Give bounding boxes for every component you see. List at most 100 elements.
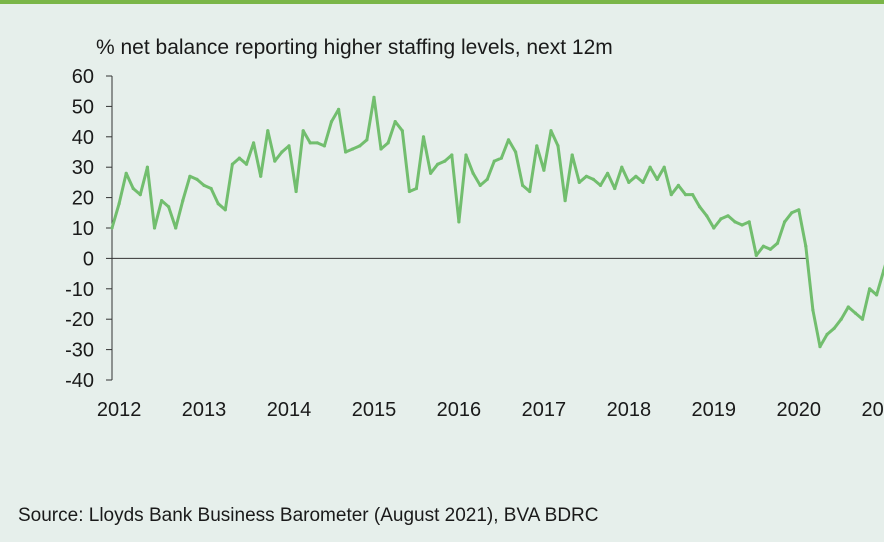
x-tick-label: 2012 — [97, 399, 142, 421]
data-point — [124, 171, 128, 175]
data-point — [726, 214, 730, 218]
x-tick-label: 2015 — [352, 399, 397, 421]
y-tick-label: 0 — [83, 248, 94, 270]
data-point — [436, 162, 440, 166]
data-point — [280, 150, 284, 154]
data-point — [712, 226, 716, 230]
source-note: Source: Lloyds Bank Business Barometer (… — [18, 505, 599, 526]
data-point — [393, 120, 397, 124]
data-point — [499, 156, 503, 160]
data-point — [641, 180, 645, 184]
data-point — [145, 165, 149, 169]
y-tick-label: -30 — [65, 340, 94, 362]
data-point — [804, 244, 808, 248]
data-point — [266, 129, 270, 133]
y-tick-label: 50 — [72, 96, 94, 118]
data-point — [301, 129, 305, 133]
data-point — [464, 153, 468, 157]
data-point — [655, 177, 659, 181]
data-point — [691, 193, 695, 197]
data-point — [252, 141, 256, 145]
data-point — [570, 153, 574, 157]
data-point — [202, 183, 206, 187]
data-point — [237, 156, 241, 160]
data-point — [832, 326, 836, 330]
y-tick-label: -10 — [65, 279, 94, 301]
y-tick-label: -20 — [65, 309, 94, 331]
y-axis: 60 50 40 30 20 10 0 -10 -20 -30 -40 — [65, 66, 113, 392]
data-point — [471, 171, 475, 175]
data-point — [740, 223, 744, 227]
data-point — [853, 311, 858, 315]
data-point — [407, 189, 411, 194]
data-point — [195, 177, 199, 181]
data-point — [358, 144, 362, 148]
y-tick-label: 30 — [72, 157, 94, 179]
data-point — [216, 202, 220, 206]
chart-title: % net balance reporting higher staffing … — [96, 36, 613, 59]
data-point — [400, 129, 404, 133]
data-point — [514, 150, 518, 154]
data-point — [485, 177, 489, 181]
data-point — [287, 144, 291, 148]
series-group — [110, 95, 884, 349]
y-tick-label: 20 — [72, 188, 94, 210]
x-tick-label: 2019 — [692, 399, 737, 421]
data-point — [421, 135, 426, 139]
data-point — [414, 186, 418, 191]
data-point — [825, 332, 829, 336]
data-point — [676, 183, 681, 187]
data-point — [528, 189, 532, 194]
data-point — [868, 287, 872, 291]
data-point — [209, 186, 213, 191]
data-point — [188, 174, 192, 178]
data-point — [761, 244, 766, 248]
y-tick-label: -40 — [65, 370, 94, 392]
data-point — [719, 217, 723, 221]
data-point — [648, 165, 652, 169]
data-point — [783, 220, 787, 224]
data-point — [669, 193, 673, 197]
data-point — [860, 317, 865, 321]
data-point — [705, 214, 709, 218]
data-point — [259, 174, 263, 178]
data-point — [492, 159, 496, 163]
y-tick-label: 60 — [72, 66, 94, 88]
data-point — [131, 186, 135, 191]
data-point — [754, 253, 758, 257]
data-point — [337, 107, 341, 111]
data-point — [117, 202, 121, 206]
data-point — [542, 168, 546, 172]
data-point — [138, 193, 142, 197]
data-point — [535, 144, 539, 148]
data-point — [244, 162, 249, 166]
data-point — [549, 129, 553, 133]
data-point — [598, 183, 603, 187]
data-point — [733, 220, 737, 224]
data-point — [294, 189, 298, 194]
data-point — [273, 159, 277, 163]
data-point — [322, 144, 326, 148]
data-point — [556, 144, 560, 148]
data-point — [747, 220, 751, 224]
data-point — [160, 199, 164, 203]
x-tick-label: 2016 — [437, 399, 482, 421]
data-point — [818, 345, 822, 349]
data-point — [365, 138, 369, 142]
data-point — [521, 183, 525, 187]
data-point — [662, 165, 666, 169]
data-point — [591, 177, 596, 181]
data-point — [846, 305, 850, 309]
data-point — [634, 174, 638, 178]
data-point — [329, 120, 334, 124]
y-tick-label: 10 — [72, 218, 94, 240]
data-point — [167, 205, 171, 209]
data-point — [768, 247, 773, 251]
data-point — [790, 211, 794, 215]
data-point — [606, 171, 610, 175]
data-point — [152, 226, 157, 230]
data-point — [478, 183, 482, 187]
data-point — [379, 147, 383, 151]
x-tick-label: 2020 — [777, 399, 822, 421]
